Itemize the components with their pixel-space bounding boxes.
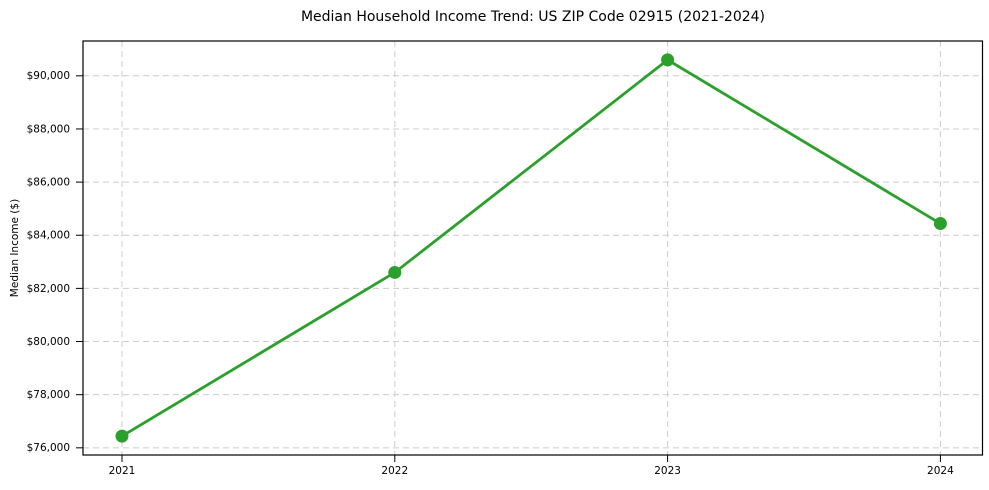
- y-tick-label: $80,000: [27, 336, 70, 348]
- y-tick-label: $84,000: [27, 230, 70, 242]
- chart-title: Median Household Income Trend: US ZIP Co…: [300, 9, 766, 25]
- data-point-marker: [661, 53, 675, 67]
- y-tick-label: $82,000: [27, 283, 70, 295]
- y-tick-label: $86,000: [27, 176, 70, 188]
- x-tick-label: 2024: [927, 465, 954, 477]
- x-tick-label: 2022: [381, 465, 408, 477]
- y-tick-label: $88,000: [27, 123, 70, 135]
- data-point-marker: [388, 265, 402, 279]
- y-tick-label: $76,000: [27, 442, 70, 454]
- x-tick-label: 2023: [654, 465, 681, 477]
- axes-frame: [82, 40, 984, 456]
- x-tick-label: 2021: [109, 465, 136, 477]
- data-point-marker: [933, 217, 947, 231]
- data-point-marker: [115, 429, 129, 443]
- y-tick-label: $78,000: [27, 389, 70, 401]
- trend-line: [120, 58, 942, 438]
- y-tick-label: $90,000: [27, 70, 70, 82]
